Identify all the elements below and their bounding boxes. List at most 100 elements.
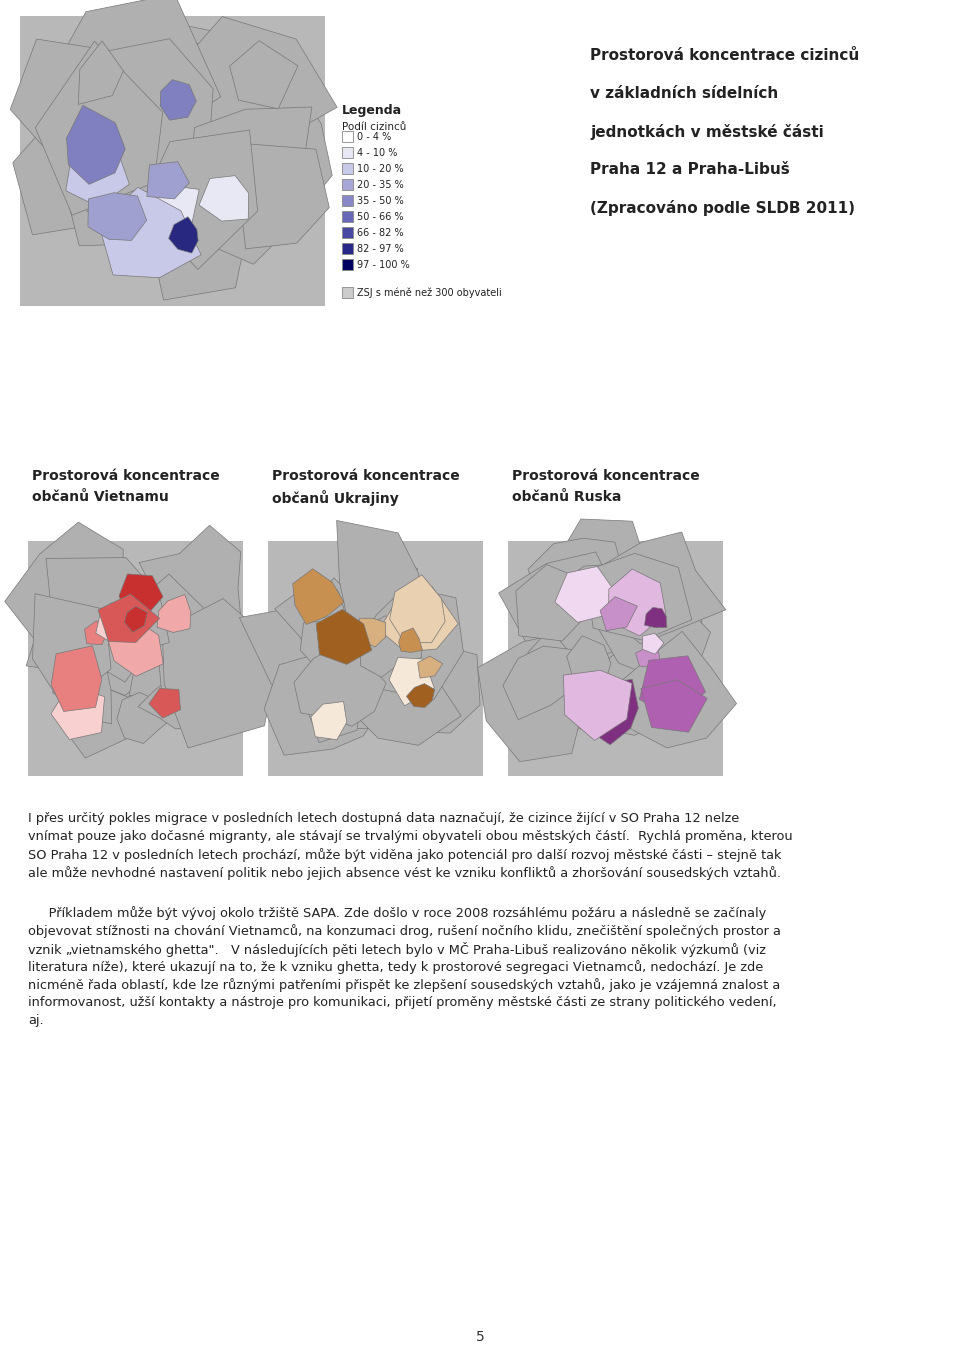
Polygon shape xyxy=(5,522,123,653)
Text: Příkladem může být vývoj okolo tržiště SAPA. Zde došlo v roce 2008 rozsáhlému po: Příkladem může být vývoj okolo tržiště S… xyxy=(28,906,766,919)
Text: v základních sídelních: v základních sídelních xyxy=(590,86,779,101)
Polygon shape xyxy=(44,0,221,164)
Polygon shape xyxy=(553,602,680,717)
Polygon shape xyxy=(89,108,166,169)
Text: nicméně řada oblastí, kde lze různými patřeními přispět ke zlepšení sousedských : nicméně řada oblastí, kde lze různými pa… xyxy=(28,978,780,992)
Polygon shape xyxy=(564,671,632,740)
Text: ale může nevhodné nastavení politik nebo jejich absence vést ke vzniku konfliktů: ale může nevhodné nastavení politik nebo… xyxy=(28,866,781,880)
Polygon shape xyxy=(96,601,134,645)
Polygon shape xyxy=(106,620,163,676)
Polygon shape xyxy=(66,105,125,184)
Text: I přes určitý pokles migrace v posledních letech dostupná data naznačují, že ciz: I přes určitý pokles migrace v posledníc… xyxy=(28,811,739,825)
Text: 4 - 10 %: 4 - 10 % xyxy=(357,148,397,157)
Bar xyxy=(342,131,353,142)
Text: 82 - 97 %: 82 - 97 % xyxy=(357,243,404,254)
Text: jednotkách v městské části: jednotkách v městské části xyxy=(590,124,824,139)
Polygon shape xyxy=(11,38,213,219)
Polygon shape xyxy=(138,680,206,729)
Polygon shape xyxy=(579,679,638,744)
Polygon shape xyxy=(613,631,736,749)
Text: občanů Ruska: občanů Ruska xyxy=(512,490,621,504)
Bar xyxy=(342,210,353,223)
Polygon shape xyxy=(170,608,216,653)
Bar xyxy=(342,195,353,206)
Polygon shape xyxy=(190,107,312,264)
Polygon shape xyxy=(551,564,660,675)
Polygon shape xyxy=(293,568,344,624)
Polygon shape xyxy=(604,531,726,643)
Polygon shape xyxy=(52,676,108,717)
Polygon shape xyxy=(162,598,280,749)
Polygon shape xyxy=(81,632,159,708)
Polygon shape xyxy=(141,38,298,198)
Polygon shape xyxy=(160,79,196,120)
Polygon shape xyxy=(264,639,397,755)
Polygon shape xyxy=(46,612,106,665)
Text: občanů Vietnamu: občanů Vietnamu xyxy=(32,490,169,504)
Polygon shape xyxy=(135,184,200,238)
Polygon shape xyxy=(358,619,386,647)
Polygon shape xyxy=(117,693,173,743)
Polygon shape xyxy=(82,44,263,246)
Polygon shape xyxy=(239,605,372,732)
Text: 66 - 82 %: 66 - 82 % xyxy=(357,228,403,238)
Text: informovanost, užší kontakty a nástroje pro komunikaci, přijetí proměny městské : informovanost, užší kontakty a nástroje … xyxy=(28,996,777,1009)
Polygon shape xyxy=(36,41,163,216)
Polygon shape xyxy=(129,647,191,699)
Polygon shape xyxy=(594,597,710,679)
Polygon shape xyxy=(69,660,111,724)
Polygon shape xyxy=(641,680,708,732)
Text: občanů Ukrajiny: občanů Ukrajiny xyxy=(272,490,398,505)
Polygon shape xyxy=(46,557,175,682)
Bar xyxy=(342,179,353,190)
Polygon shape xyxy=(147,161,189,199)
Bar xyxy=(20,16,325,306)
Text: objevovat stížnosti na chování Vietnamců, na konzumaci drog, rušení nočního klid: objevovat stížnosti na chování Vietnamců… xyxy=(28,923,780,938)
Polygon shape xyxy=(36,90,138,205)
Polygon shape xyxy=(78,15,256,194)
Text: Prostorová koncentrace: Prostorová koncentrace xyxy=(512,469,700,484)
Polygon shape xyxy=(540,645,638,729)
Polygon shape xyxy=(600,597,637,631)
Polygon shape xyxy=(88,193,147,240)
Polygon shape xyxy=(644,608,667,628)
Polygon shape xyxy=(62,623,117,668)
Bar xyxy=(28,541,243,776)
Polygon shape xyxy=(555,567,614,623)
Polygon shape xyxy=(54,57,208,246)
Text: literatura níže), které ukazují na to, že k vzniku ghetta, tedy k prostorové seg: literatura níže), které ukazují na to, ž… xyxy=(28,960,763,974)
Polygon shape xyxy=(337,520,419,635)
Text: vznik „vietnamského ghetta".   V následujících pěti letech bylo v MČ Praha-Libuš: vznik „vietnamského ghetta". V následují… xyxy=(28,943,766,958)
Polygon shape xyxy=(54,680,128,758)
Text: 35 - 50 %: 35 - 50 % xyxy=(357,195,404,205)
Polygon shape xyxy=(139,526,242,635)
Polygon shape xyxy=(389,657,434,706)
Polygon shape xyxy=(566,635,611,690)
Polygon shape xyxy=(166,16,337,145)
Polygon shape xyxy=(322,607,402,710)
Polygon shape xyxy=(101,596,169,654)
Polygon shape xyxy=(311,702,347,739)
Text: Prostorová koncentrace: Prostorová koncentrace xyxy=(32,469,220,484)
Bar xyxy=(342,287,353,298)
Polygon shape xyxy=(406,684,435,708)
Bar xyxy=(268,541,483,776)
Bar xyxy=(342,260,353,270)
Polygon shape xyxy=(503,646,583,720)
Polygon shape xyxy=(140,130,257,269)
Text: 97 - 100 %: 97 - 100 % xyxy=(357,260,410,269)
Polygon shape xyxy=(157,594,191,632)
Text: 20 - 35 %: 20 - 35 % xyxy=(357,179,404,190)
Text: Podíl cizinců: Podíl cizinců xyxy=(342,122,406,133)
Polygon shape xyxy=(379,583,458,652)
Polygon shape xyxy=(398,628,422,653)
Polygon shape xyxy=(354,560,418,630)
Polygon shape xyxy=(51,646,102,712)
Polygon shape xyxy=(316,578,358,631)
Polygon shape xyxy=(125,607,148,632)
Text: 10 - 20 %: 10 - 20 % xyxy=(357,164,403,173)
Bar xyxy=(342,148,353,158)
Polygon shape xyxy=(84,620,108,645)
Text: 50 - 66 %: 50 - 66 % xyxy=(357,212,403,221)
Polygon shape xyxy=(79,41,124,104)
